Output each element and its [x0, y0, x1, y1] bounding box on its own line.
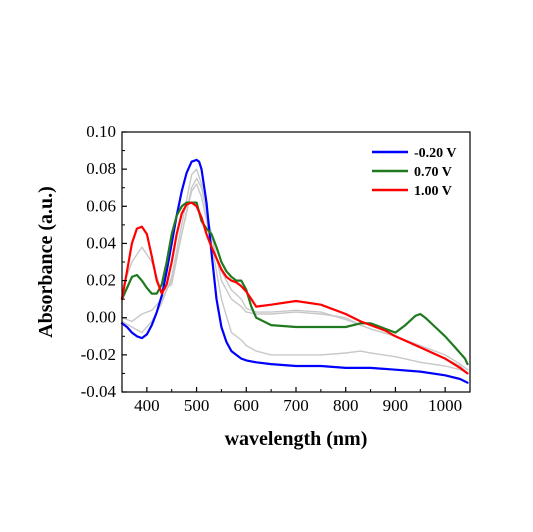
legend-label: 1.00 V	[414, 184, 452, 199]
y-axis-title: Absorbance (a.u.)	[35, 186, 57, 338]
x-tick-label: 700	[283, 396, 309, 415]
series-line-0-70-v	[120, 201, 469, 366]
series-line-grey-2	[121, 168, 469, 375]
x-axis: 400 500 600 700 800 900 1000	[121, 387, 471, 415]
y-tick-label: 0.00	[86, 308, 116, 327]
y-tick-label: 0.04	[86, 233, 116, 252]
x-tick-label: 400	[134, 396, 160, 415]
y-axis: -0.04 -0.02 0.00 0.02 0.04 0.06 0.08 0.10	[81, 122, 127, 401]
x-tick-label: 800	[333, 396, 359, 415]
y-tick-label: -0.02	[81, 345, 116, 364]
legend-label: -0.20 V	[414, 146, 457, 161]
legend: -0.20 V 0.70 V 1.00 V	[372, 146, 457, 199]
x-tick-label: 900	[383, 396, 409, 415]
x-tick-label: 500	[184, 396, 210, 415]
y-tick-label: -0.04	[81, 382, 117, 401]
y-tick-label: 0.10	[86, 122, 116, 141]
series-layer	[120, 158, 469, 384]
series-line-1-00-v	[120, 201, 469, 375]
series-line-0-20-v	[120, 158, 469, 384]
x-tick-label: 1000	[428, 396, 462, 415]
y-tick-label: 0.02	[86, 271, 116, 290]
y-tick-label: 0.08	[86, 159, 116, 178]
y-tick-label: 0.06	[86, 196, 116, 215]
x-axis-title: wavelength (nm)	[225, 428, 368, 450]
x-tick-label: 600	[234, 396, 260, 415]
legend-label: 0.70 V	[414, 165, 452, 180]
